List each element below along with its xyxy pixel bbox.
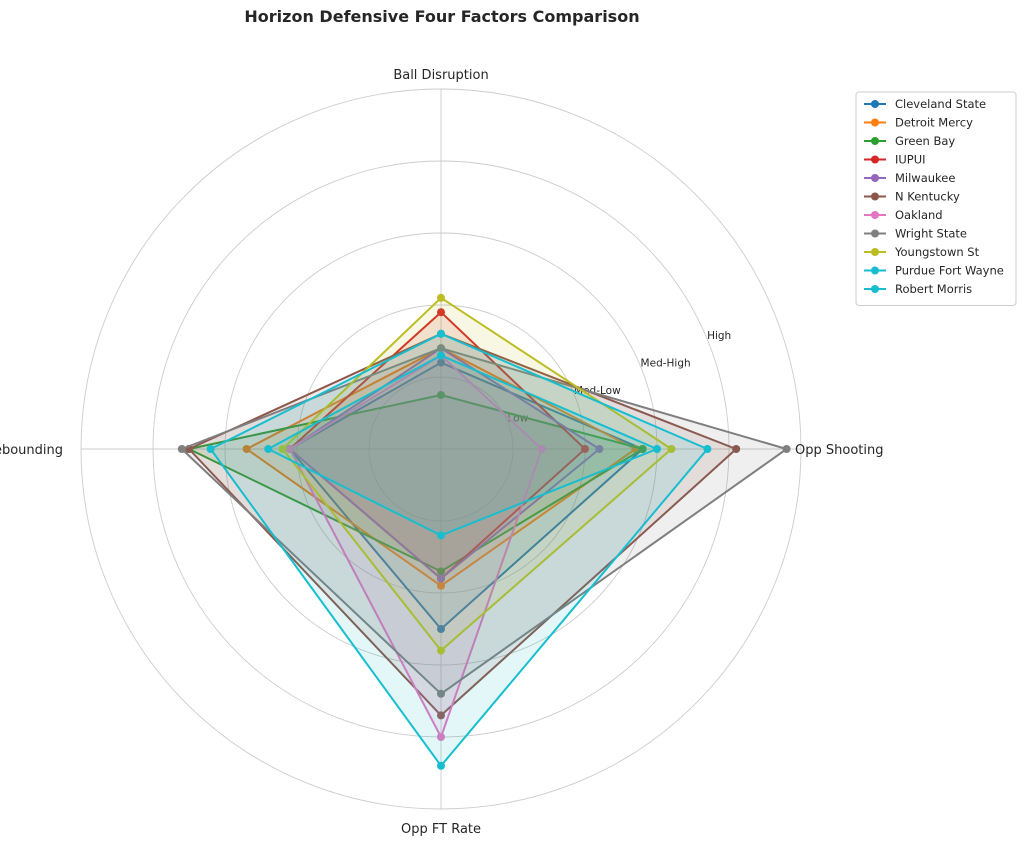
data-point [437, 358, 445, 367]
legend-label: Youngstown St [894, 245, 980, 259]
legend-frame [855, 91, 1017, 306]
series-fill [189, 333, 737, 716]
data-point [703, 445, 712, 453]
legend-item: IUPUI [864, 153, 926, 167]
legend-item: Milwaukee [864, 171, 955, 185]
legend-item: Oakland [864, 208, 943, 222]
data-point [537, 445, 546, 453]
axis-label: Opp Shooting [795, 443, 883, 458]
legend-marker [871, 100, 879, 108]
legend-marker [871, 192, 879, 201]
data-point [437, 531, 445, 540]
data-point [437, 761, 445, 770]
axis-label: Opp FT Rate [401, 822, 481, 837]
data-point [732, 445, 741, 453]
data-point [667, 445, 676, 453]
data-point [437, 351, 445, 360]
legend-item: Green Bay [864, 134, 955, 148]
radial-tick-label: Med-High [641, 357, 691, 369]
legend-item: Robert Morris [864, 282, 972, 296]
legend-label: Wright State [895, 227, 967, 241]
data-point [437, 567, 445, 576]
legend-marker [871, 266, 879, 275]
data-point [638, 445, 647, 453]
legend-label: Oakland [895, 208, 943, 222]
data-point [437, 581, 445, 590]
legend-label: Milwaukee [895, 171, 955, 185]
data-point [437, 329, 445, 338]
series-fill [289, 355, 542, 737]
data-point [206, 445, 215, 453]
series-fill [268, 355, 657, 536]
data-point [177, 445, 186, 453]
legend-item: N Kentucky [864, 190, 960, 204]
legend-item: Detroit Mercy [864, 116, 973, 130]
data-point [437, 733, 445, 741]
legend-label: IUPUI [895, 153, 926, 167]
data-point [437, 308, 445, 317]
chart-title: Horizon Defensive Four Factors Compariso… [244, 7, 639, 26]
legend-item: Youngstown St [864, 245, 980, 259]
axis-labels: Opp Shooting Ball Disruption Def Reboundin… [0, 68, 883, 837]
legend-marker [871, 118, 879, 127]
data-point [278, 445, 287, 453]
series-group [278, 293, 676, 655]
series-fill [289, 362, 643, 629]
legend: Cleveland State Detroit Mercy Green Bay IUP… [855, 91, 1017, 306]
data-point [595, 445, 604, 453]
legend-label: Detroit Mercy [895, 116, 973, 130]
series-group [206, 329, 712, 770]
legend-marker [871, 229, 879, 238]
series-fill [189, 395, 643, 572]
series-fill [210, 333, 708, 766]
data-point [653, 445, 661, 453]
series-layer [177, 293, 791, 770]
legend-marker [871, 248, 879, 256]
data-point [264, 445, 273, 453]
series-fill [289, 348, 600, 579]
data-point [782, 445, 791, 453]
legend-label: Purdue Fort Wayne [895, 264, 1004, 278]
series-group [264, 351, 661, 540]
series-group [285, 351, 546, 741]
data-point [437, 711, 445, 720]
data-point [285, 445, 294, 453]
data-point [437, 391, 445, 399]
legend-marker [871, 285, 879, 293]
legend-label: Green Bay [895, 134, 955, 148]
data-point [437, 293, 445, 302]
legend-marker [871, 155, 879, 164]
data-point [437, 689, 445, 698]
data-point [581, 445, 589, 453]
legend-label: N Kentucky [895, 190, 960, 204]
legend-label: Cleveland State [895, 97, 986, 111]
legend-item: Wright State [864, 227, 967, 241]
data-point [437, 646, 445, 655]
legend-marker [871, 174, 879, 182]
legend-marker [871, 137, 879, 145]
axis-label: Def Rebounding [0, 443, 63, 458]
series-fill [181, 348, 787, 694]
data-point [437, 344, 445, 353]
data-point [242, 445, 251, 453]
legend-label: Robert Morris [895, 282, 972, 296]
legend-marker [871, 211, 879, 219]
radial-tick-label: High [707, 330, 731, 342]
data-point [437, 574, 445, 583]
data-point [437, 625, 445, 633]
legend-item: Cleveland State [864, 97, 986, 111]
axis-label: Ball Disruption [393, 68, 488, 83]
legend-item: Purdue Fort Wayne [864, 264, 1004, 278]
series-group [177, 344, 791, 698]
